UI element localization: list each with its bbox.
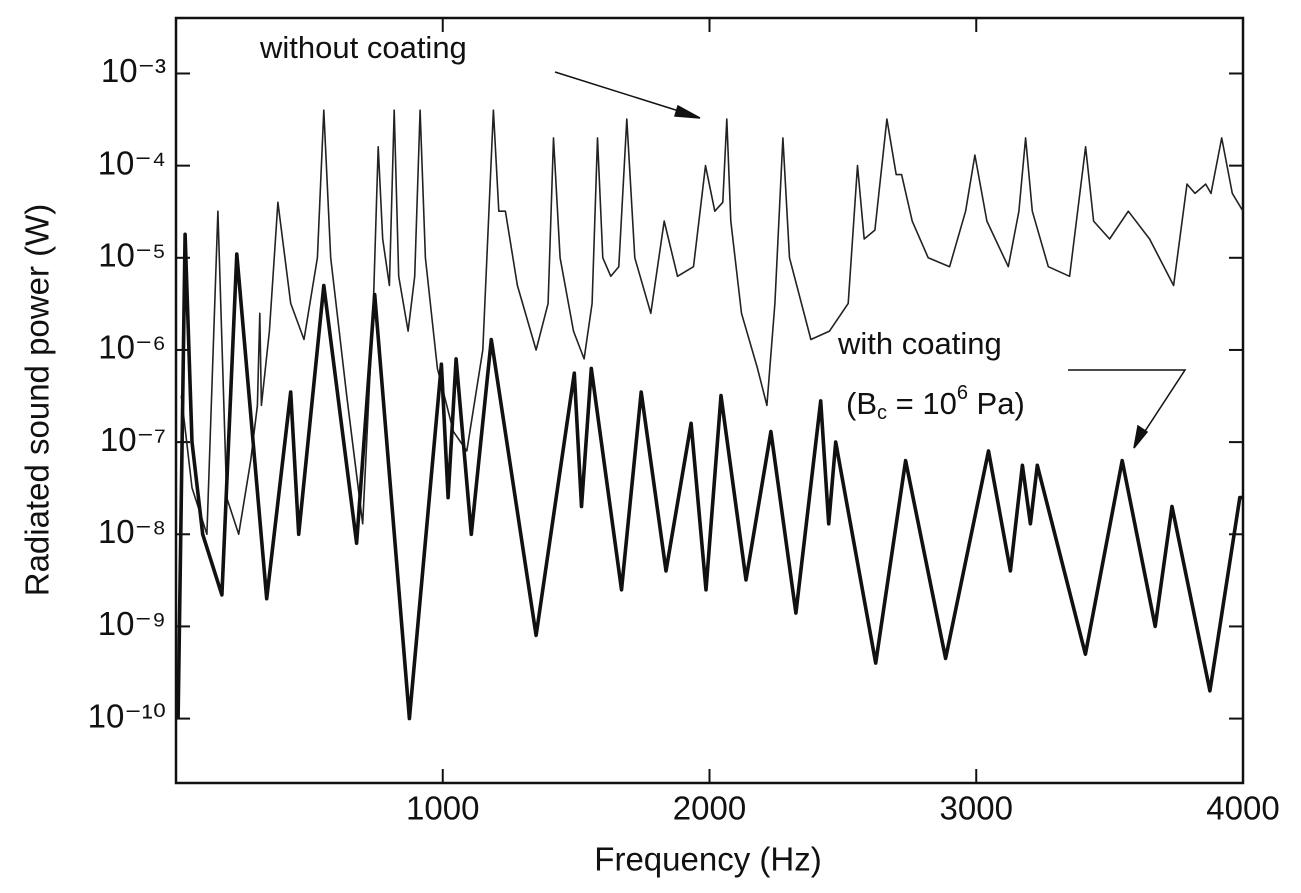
- y-tick-label: 10⁻⁷: [100, 421, 166, 458]
- y-tick-label: 10⁻⁹: [98, 605, 166, 642]
- y-tick-label: 10⁻⁸: [98, 513, 166, 550]
- arrow-head: [674, 104, 701, 119]
- x-tick-label: 1000: [406, 790, 479, 827]
- ann-part: (B: [846, 386, 877, 421]
- arrow: [554, 71, 699, 118]
- arrow-head: [1133, 424, 1149, 449]
- series-line: [176, 232, 1243, 721]
- annotation-without: without coating: [259, 30, 467, 65]
- ann-part: = 10: [887, 386, 957, 421]
- x-axis-label: Frequency (Hz): [594, 841, 821, 878]
- plot-frame: [174, 16, 1245, 785]
- y-tick-label: 10⁻⁵: [98, 237, 166, 274]
- ann-part: 6: [957, 382, 968, 404]
- x-tick-label: 2000: [673, 790, 746, 827]
- annotation-bc: (Bc = 106 Pa): [846, 382, 1025, 424]
- y-tick-label: 10⁻⁶: [98, 329, 166, 366]
- annotation-with: with coating: [837, 326, 1002, 361]
- y-tick-label: 10⁻³: [101, 52, 166, 89]
- x-tick-label: 3000: [940, 790, 1013, 827]
- ann-part: Pa): [968, 386, 1025, 421]
- series-line: [180, 109, 1244, 536]
- y-tick-label: 10⁻⁴: [98, 144, 166, 181]
- y-axis-label: Radiated sound power (W): [19, 204, 56, 597]
- x-tick-label: 4000: [1206, 790, 1279, 827]
- arrows: [554, 71, 1187, 449]
- arrow: [1068, 369, 1187, 446]
- ann-part: c: [877, 402, 887, 424]
- y-tick-label: 10⁻¹⁰: [88, 697, 166, 734]
